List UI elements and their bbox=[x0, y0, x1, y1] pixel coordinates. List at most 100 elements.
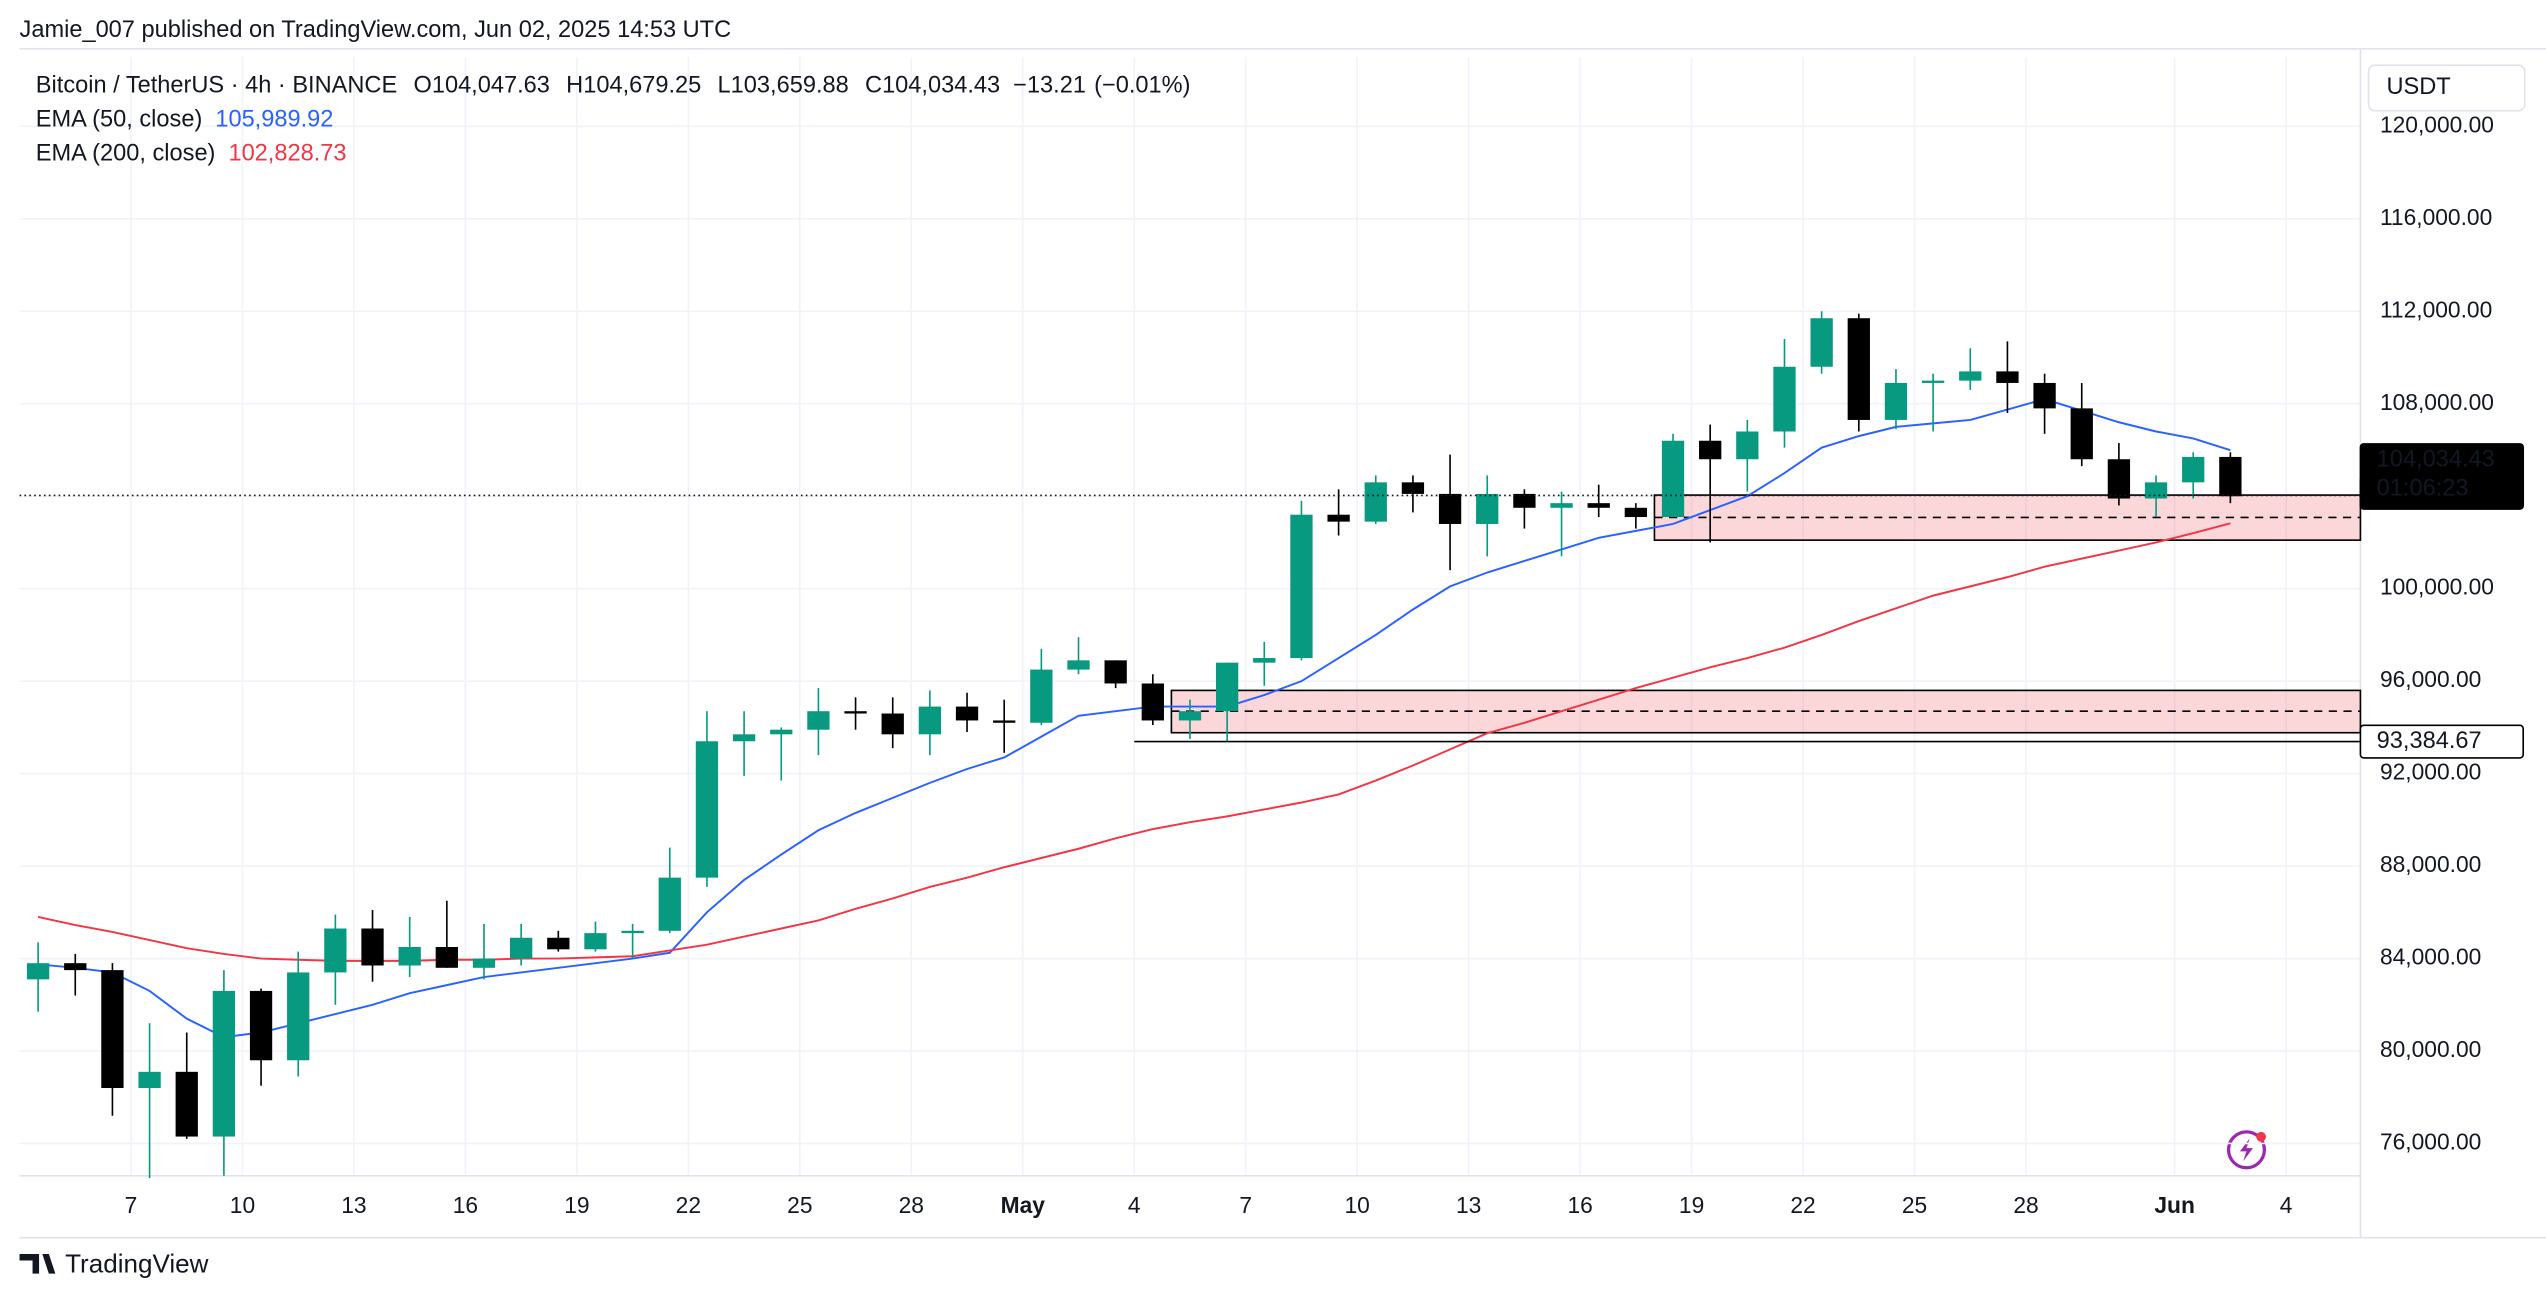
candle-body bbox=[287, 972, 310, 1061]
x-tick-label: 28 bbox=[2013, 1192, 2038, 1218]
candle-body bbox=[807, 711, 830, 730]
x-tick-label: 22 bbox=[1790, 1192, 1815, 1218]
candle-body bbox=[955, 706, 979, 721]
candle-body bbox=[1624, 507, 1648, 518]
candle-body bbox=[1996, 371, 2019, 383]
currency-box bbox=[2367, 64, 2526, 112]
candle-body bbox=[472, 958, 496, 968]
ema-legend: EMA (200, close) 102,828.73 bbox=[36, 141, 347, 167]
x-tick-label: 10 bbox=[1345, 1192, 1370, 1218]
ohlc-value: 104,034.43 bbox=[882, 73, 1000, 99]
y-tick-label: 96,000.00 bbox=[2380, 666, 2481, 692]
candle-body bbox=[1773, 366, 1796, 432]
candle-body bbox=[881, 713, 904, 735]
candle-body bbox=[175, 1071, 198, 1137]
ema-line bbox=[38, 398, 2231, 1039]
y-tick-label: 88,000.00 bbox=[2380, 851, 2481, 877]
candle-body bbox=[2182, 456, 2205, 483]
candle-body bbox=[1550, 503, 1573, 508]
candle-body bbox=[1104, 660, 1127, 684]
y-tick-label: 120,000.00 bbox=[2380, 111, 2494, 137]
ema-value: 102,828.73 bbox=[228, 141, 346, 167]
candle-body bbox=[658, 877, 681, 931]
countdown-label: 01:06:23 bbox=[2377, 476, 2469, 502]
candle-body bbox=[732, 734, 756, 742]
candle-body bbox=[1959, 371, 1982, 381]
candle-body bbox=[1141, 683, 1164, 721]
candle-body bbox=[547, 937, 570, 950]
candle-body bbox=[1810, 318, 1833, 367]
tradingview-logo: TradingView bbox=[19, 1248, 209, 1278]
currency-label: USDT bbox=[2386, 74, 2450, 100]
candle-body bbox=[1884, 382, 1908, 420]
x-tick-label: 19 bbox=[564, 1192, 589, 1218]
candle-body bbox=[2144, 482, 2168, 499]
candle-body bbox=[2107, 459, 2131, 499]
legend-main: Bitcoin / TetherUS · 4h · BINANCE O104,04… bbox=[36, 73, 1191, 99]
ema-legend: EMA (50, close) 105,989.92 bbox=[36, 107, 334, 133]
y-tick-label: 84,000.00 bbox=[2380, 944, 2481, 970]
x-tick-label: 13 bbox=[1456, 1192, 1481, 1218]
candle-body bbox=[2033, 382, 2056, 409]
x-tick-label: 13 bbox=[341, 1192, 366, 1218]
x-tick-label: 16 bbox=[453, 1192, 478, 1218]
candle-body bbox=[1513, 493, 1536, 508]
candle-body bbox=[918, 706, 942, 735]
x-tick-label: 7 bbox=[125, 1192, 138, 1218]
candle-body bbox=[844, 711, 867, 714]
y-tick-label: 112,000.00 bbox=[2380, 296, 2492, 322]
ema-name: EMA (200, close) bbox=[36, 141, 216, 167]
candle-body bbox=[1661, 440, 1685, 518]
x-tick-label: 28 bbox=[899, 1192, 924, 1218]
candle-body bbox=[770, 729, 793, 735]
ohlc-key: C bbox=[865, 73, 882, 99]
candle-body bbox=[1847, 318, 1870, 420]
ohlc-key: H bbox=[566, 73, 583, 99]
candle-body bbox=[993, 720, 1016, 723]
candle-body bbox=[1438, 493, 1462, 524]
change-pct: (−0.01%) bbox=[1094, 73, 1190, 99]
ohlc-value: 104,679.25 bbox=[583, 73, 701, 99]
x-tick-label: May bbox=[1001, 1192, 1046, 1218]
y-tick-label: 100,000.00 bbox=[2380, 574, 2494, 600]
candle-body bbox=[435, 946, 458, 968]
x-tick-label: 4 bbox=[1128, 1192, 1141, 1218]
candle-body bbox=[1030, 669, 1053, 723]
candle-body bbox=[361, 928, 384, 966]
candle-body bbox=[1215, 662, 1239, 712]
symbol-title: Bitcoin / TetherUS · 4h · BINANCE bbox=[36, 73, 397, 99]
x-tick-label: 7 bbox=[1239, 1192, 1252, 1218]
candle-body bbox=[101, 970, 124, 1089]
alert-icon[interactable] bbox=[2226, 1130, 2267, 1170]
price-tag-label: 104,034.43 bbox=[2377, 446, 2495, 472]
candle-body bbox=[324, 928, 347, 973]
candle-body bbox=[1253, 658, 1276, 663]
y-tick-label: 92,000.00 bbox=[2380, 759, 2481, 785]
x-tick-label: 25 bbox=[1902, 1192, 1927, 1218]
x-tick-label: 16 bbox=[1567, 1192, 1592, 1218]
candle-body bbox=[510, 937, 533, 959]
ohlc-value: 104,047.63 bbox=[432, 73, 550, 99]
publish-header: Jamie_007 published on TradingView.com, … bbox=[20, 17, 732, 43]
y-tick-label: 76,000.00 bbox=[2380, 1129, 2481, 1155]
x-tick-label: 25 bbox=[787, 1192, 812, 1218]
candle-body bbox=[64, 963, 87, 971]
price-tag-label: 93,384.67 bbox=[2377, 728, 2482, 754]
candle-body bbox=[2219, 456, 2242, 497]
footer-brand: TradingView bbox=[65, 1248, 208, 1278]
candle-body bbox=[212, 990, 236, 1137]
candle-body bbox=[1476, 493, 1499, 524]
ohlc-key: O bbox=[413, 73, 431, 99]
ema-name: EMA (50, close) bbox=[36, 107, 202, 133]
candle-body bbox=[584, 933, 607, 950]
candle-body bbox=[1067, 660, 1090, 670]
candle-body bbox=[695, 741, 719, 878]
x-tick-label: 19 bbox=[1679, 1192, 1704, 1218]
candle-body bbox=[2070, 408, 2093, 460]
candle-body bbox=[398, 946, 421, 966]
ohlc-key: L bbox=[718, 73, 731, 99]
change-value: −13.21 bbox=[1013, 73, 1086, 99]
y-tick-label: 116,000.00 bbox=[2380, 204, 2492, 230]
